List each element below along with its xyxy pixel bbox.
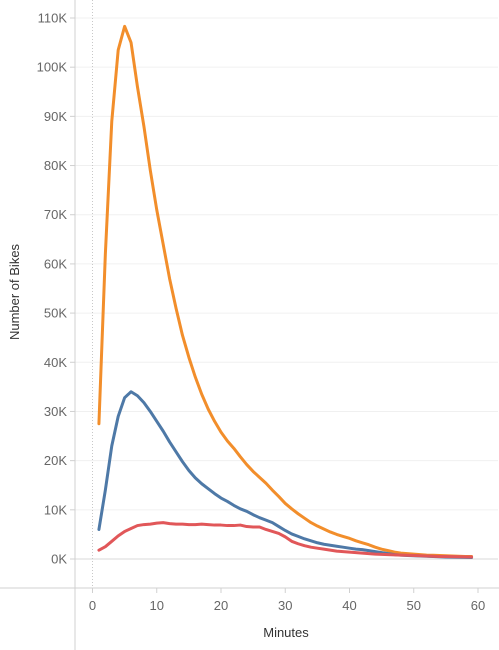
x-axis-ticks: 0 10 20 30 40 50 60 [89, 588, 485, 613]
series-line-2 [97, 390, 474, 560]
x-tick-label: 60 [471, 598, 485, 613]
y-axis-ticks: 0K 10K 20K 30K 40K 50K 60K 70K 80K 90K 100K 110K [37, 11, 75, 567]
y-tick-label: 0K [51, 552, 67, 567]
x-tick-label: 30 [278, 598, 292, 613]
y-tick-label: 70K [44, 207, 67, 222]
y-tick-label: 20K [44, 453, 67, 468]
y-tick-label: 30K [44, 404, 67, 419]
x-tick-label: 50 [407, 598, 421, 613]
y-tick-label: 60K [44, 256, 67, 271]
x-tick-label: 20 [214, 598, 228, 613]
x-tick-label: 10 [150, 598, 164, 613]
y-tick-label: 10K [44, 502, 67, 517]
y-tick-label: 50K [44, 306, 67, 321]
y-tick-label: 90K [44, 109, 67, 124]
y-tick-label: 100K [37, 60, 68, 75]
y-tick-label: 40K [44, 355, 67, 370]
y-axis-title: Number of Bikes [7, 243, 22, 340]
series-line-1 [97, 24, 474, 559]
series-line-3 [97, 521, 474, 559]
x-tick-label: 0 [89, 598, 96, 613]
y-tick-label: 80K [44, 158, 67, 173]
series-lines [97, 24, 474, 560]
x-tick-label: 40 [342, 598, 356, 613]
gridlines [75, 0, 498, 588]
y-tick-label: 110K [38, 11, 68, 26]
x-axis-title: Minutes [263, 625, 309, 640]
